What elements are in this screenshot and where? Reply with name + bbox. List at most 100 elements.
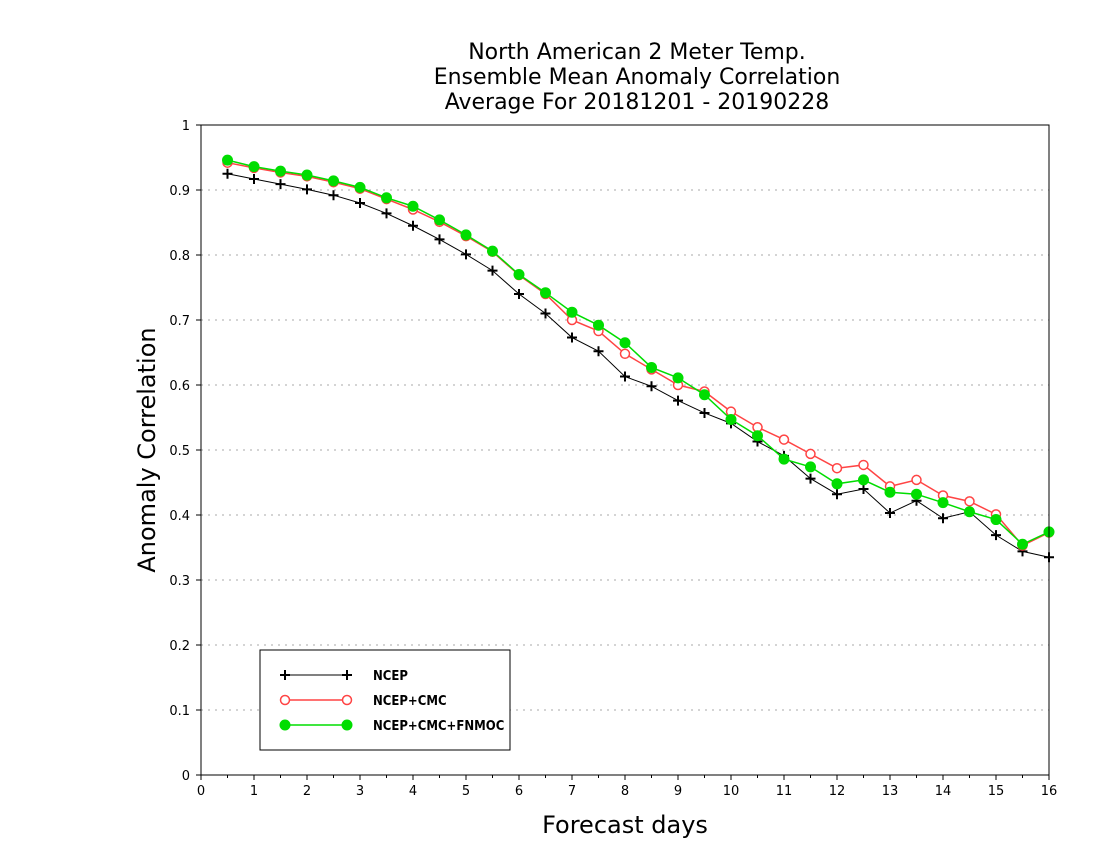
x-tick-label: 8 [621, 784, 629, 799]
series-ncep-cmc-fnmoc [222, 154, 1055, 550]
data-point [673, 395, 683, 406]
data-point [275, 179, 286, 190]
data-point [778, 434, 790, 445]
data-point [964, 496, 975, 507]
x-tick-label: 6 [515, 784, 523, 799]
chart-title: North American 2 Meter Temp.Ensemble Mea… [434, 40, 841, 115]
data-point [301, 169, 313, 181]
data-point [805, 473, 816, 484]
data-point [487, 265, 498, 276]
data-point [752, 430, 763, 442]
data-point [646, 381, 657, 392]
data-point [434, 234, 445, 245]
data-point [407, 200, 419, 212]
data-point [593, 319, 604, 331]
data-point [858, 474, 869, 486]
y-axis-label: Anomaly Correlation [133, 327, 161, 572]
data-point [248, 161, 260, 173]
data-point [593, 346, 604, 357]
legend-item: NCEP [280, 669, 408, 684]
data-point [858, 484, 869, 494]
x-tick-label: 14 [935, 784, 952, 799]
y-tick-label: 0.6 [169, 379, 190, 394]
data-point [990, 514, 1002, 526]
x-tick-label: 4 [409, 784, 417, 799]
data-point [342, 670, 352, 680]
data-point [341, 719, 353, 731]
x-tick-label: 16 [1041, 784, 1058, 799]
data-point [434, 214, 445, 226]
data-point [279, 694, 291, 706]
data-point [328, 190, 339, 201]
x-tick-label: 10 [723, 784, 740, 799]
y-tick-label: 0.5 [169, 444, 190, 459]
data-point [328, 175, 339, 187]
legend-label: NCEP+CMC+FNMOC [373, 719, 504, 734]
data-point [884, 486, 896, 498]
x-tick-label: 9 [674, 784, 682, 799]
data-point [831, 478, 843, 490]
data-point [280, 670, 290, 680]
data-point [937, 497, 949, 509]
x-tick-label: 7 [568, 784, 576, 799]
data-point [778, 453, 790, 465]
data-point [911, 488, 922, 500]
data-point [460, 229, 472, 241]
data-point [672, 372, 684, 384]
series-line [227, 173, 1050, 558]
data-point [540, 287, 551, 299]
axis-ticks: 00.10.20.30.40.50.60.70.80.910 1 2 3 4 5 6 7 8 9 1… [169, 119, 1057, 799]
y-tick-label: 0.8 [169, 249, 190, 264]
y-tick-label: 0 [182, 769, 190, 784]
chart-title-line: Average For 20181201 - 20190228 [445, 90, 830, 115]
x-tick-label: 15 [988, 784, 1005, 799]
data-point [1017, 538, 1028, 550]
data-point [699, 389, 710, 401]
legend-label: NCEP [373, 669, 408, 684]
x-tick-label: 1 [250, 784, 258, 799]
data-point [938, 513, 948, 524]
data-point [279, 719, 291, 731]
y-tick-label: 0.2 [169, 639, 190, 654]
data-point [805, 448, 816, 460]
chart-title-line: North American 2 Meter Temp. [468, 40, 806, 65]
gridlines [201, 189, 1049, 711]
y-tick-label: 0.4 [169, 509, 190, 524]
data-point [832, 489, 842, 500]
legend-item: NCEP+CMC+FNMOC [279, 719, 504, 734]
chart-title-line: Ensemble Mean Anomaly Correlation [434, 65, 841, 90]
data-point [354, 181, 366, 193]
x-tick-label: 3 [356, 784, 364, 799]
y-tick-label: 1 [182, 119, 190, 134]
data-point [355, 198, 365, 208]
data-point [275, 165, 286, 177]
data-point [646, 361, 657, 373]
axis-labels: Forecast days Anomaly Correlation [133, 327, 708, 839]
legend-item: NCEP+CMC [279, 694, 447, 709]
data-point [619, 348, 631, 360]
data-point [540, 308, 551, 319]
data-point [408, 220, 418, 231]
series-ncep [222, 168, 1054, 563]
data-point [567, 332, 577, 343]
legend-label: NCEP+CMC [373, 694, 447, 709]
data-point [566, 306, 578, 318]
x-tick-label: 12 [829, 784, 846, 799]
series-group [222, 154, 1055, 563]
data-point [991, 530, 1001, 541]
data-point [341, 694, 353, 706]
data-point [222, 154, 233, 166]
x-tick-label: 11 [776, 784, 793, 799]
x-axis-label: Forecast days [542, 811, 708, 839]
plot-frame [200, 124, 1050, 776]
y-tick-label: 0.9 [169, 184, 190, 199]
data-point [513, 269, 525, 280]
data-point [858, 459, 869, 471]
data-point [619, 337, 631, 349]
data-point [381, 192, 392, 204]
data-point [699, 407, 710, 418]
data-point [461, 249, 471, 260]
data-point [249, 173, 259, 184]
data-point [885, 508, 895, 519]
